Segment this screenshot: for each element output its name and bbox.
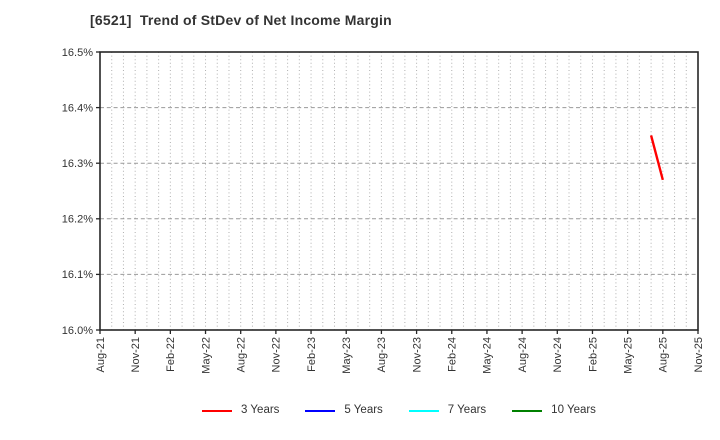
horizontal-gridlines bbox=[100, 107, 698, 275]
x-tick-labels: Aug-21 Nov-21 Feb-22 May-22 Aug-22 Nov-22 Feb-… bbox=[95, 337, 705, 374]
x-tick-label: Feb-24 bbox=[447, 337, 459, 372]
series-line-3-years bbox=[649, 135, 664, 181]
x-tick-label: Nov-23 bbox=[411, 337, 423, 372]
x-tick-label: Aug-24 bbox=[517, 337, 529, 372]
x-tick-label: Feb-23 bbox=[306, 337, 318, 372]
legend-label: 5 Years bbox=[344, 404, 383, 417]
legend-swatch bbox=[305, 409, 336, 413]
x-axis-ticks bbox=[99, 330, 699, 334]
legend-swatch bbox=[202, 409, 233, 413]
x-tick-label: Nov-25 bbox=[693, 337, 705, 372]
y-tick-label: 16.0% bbox=[62, 325, 93, 337]
x-tick-label: May-24 bbox=[482, 337, 494, 374]
x-tick-label: Nov-21 bbox=[130, 337, 142, 372]
legend-item-10-years: 10 Years bbox=[512, 405, 596, 417]
x-tick-label: Aug-23 bbox=[376, 337, 388, 372]
chart-title: [6521] Trend of StDev of Net Income Marg… bbox=[90, 12, 392, 28]
legend: 3 Years 5 Years 7 Years 10 Years bbox=[100, 398, 698, 424]
x-tick-label: Aug-22 bbox=[236, 337, 248, 372]
y-tick-label: 16.2% bbox=[62, 214, 93, 226]
y-tick-label: 16.4% bbox=[62, 102, 93, 114]
legend-item-5-years: 5 Years bbox=[305, 404, 383, 417]
legend-swatch bbox=[408, 409, 439, 413]
legend-item-3-years: 3 Years bbox=[202, 405, 279, 417]
x-tick-label: Aug-25 bbox=[658, 337, 670, 372]
y-tick-label: 16.1% bbox=[62, 269, 93, 281]
legend-label: 10 Years bbox=[551, 404, 596, 417]
x-tick-label: Feb-22 bbox=[165, 337, 177, 372]
legend-swatch bbox=[512, 409, 543, 413]
y-axis-ticks bbox=[96, 51, 100, 331]
y-tick-label: 16.5% bbox=[62, 47, 93, 59]
x-tick-label: Nov-24 bbox=[552, 337, 564, 372]
x-tick-label: May-25 bbox=[622, 337, 634, 374]
series-lines bbox=[649, 135, 664, 181]
legend-label: 7 Years bbox=[447, 404, 487, 417]
x-tick-label: May-22 bbox=[200, 337, 212, 374]
y-tick-labels: 16.0% 16.1% 16.2% 16.3% 16.4% 16.5% bbox=[62, 47, 93, 337]
legend-item-7-years: 7 Years bbox=[408, 404, 487, 417]
x-tick-label: Nov-22 bbox=[271, 337, 283, 372]
vertical-gridlines bbox=[111, 52, 687, 330]
x-tick-label: Feb-25 bbox=[587, 337, 599, 372]
x-tick-label: May-23 bbox=[341, 337, 353, 374]
legend-label: 3 Years bbox=[241, 404, 280, 417]
y-tick-label: 16.3% bbox=[62, 158, 93, 170]
x-tick-label: Aug-21 bbox=[95, 337, 107, 372]
plot-frame bbox=[99, 51, 699, 331]
